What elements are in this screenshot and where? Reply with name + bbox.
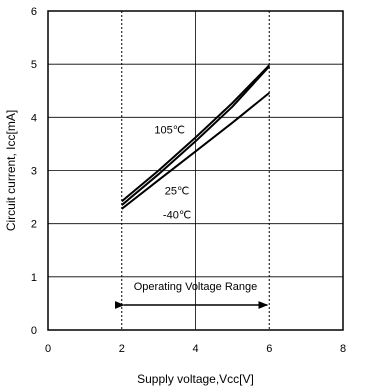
plot-frame (47, 10, 344, 331)
x-tick-label: 4 (192, 343, 198, 355)
series-line (121, 65, 271, 206)
series-group (121, 64, 271, 210)
series-line (121, 64, 271, 203)
series-line (121, 92, 270, 210)
series-annotation: -40℃ (163, 209, 191, 221)
y-tick-label: 1 (31, 272, 37, 284)
series-annotation: 105℃ (154, 124, 185, 136)
range-label: Operating Voltage Range (134, 281, 258, 293)
y-tick-label: 5 (31, 59, 37, 71)
y-tick-label: 4 (31, 112, 37, 124)
y-tick-label: 6 (31, 6, 37, 18)
y-tick-label: 3 (31, 166, 37, 178)
y-tick-label: 0 (31, 325, 37, 337)
tick-labels: 0 2 4 6 8 0 1 2 3 4 5 6 (31, 6, 346, 355)
series-annotation: 25℃ (165, 185, 190, 197)
x-tick-label: 6 (266, 343, 272, 355)
grid (48, 11, 343, 330)
x-tick-label: 2 (119, 343, 125, 355)
annotations: 105℃ 25℃ -40℃ Operating Voltage Range (114, 124, 269, 310)
x-axis-label: Supply voltage,Vcc[V] (137, 372, 254, 386)
y-tick-label: 2 (31, 219, 37, 231)
x-tick-label: 0 (45, 343, 51, 355)
y-axis-label: Circuit current, Icc[mA] (4, 110, 18, 231)
x-tick-label: 8 (340, 343, 346, 355)
